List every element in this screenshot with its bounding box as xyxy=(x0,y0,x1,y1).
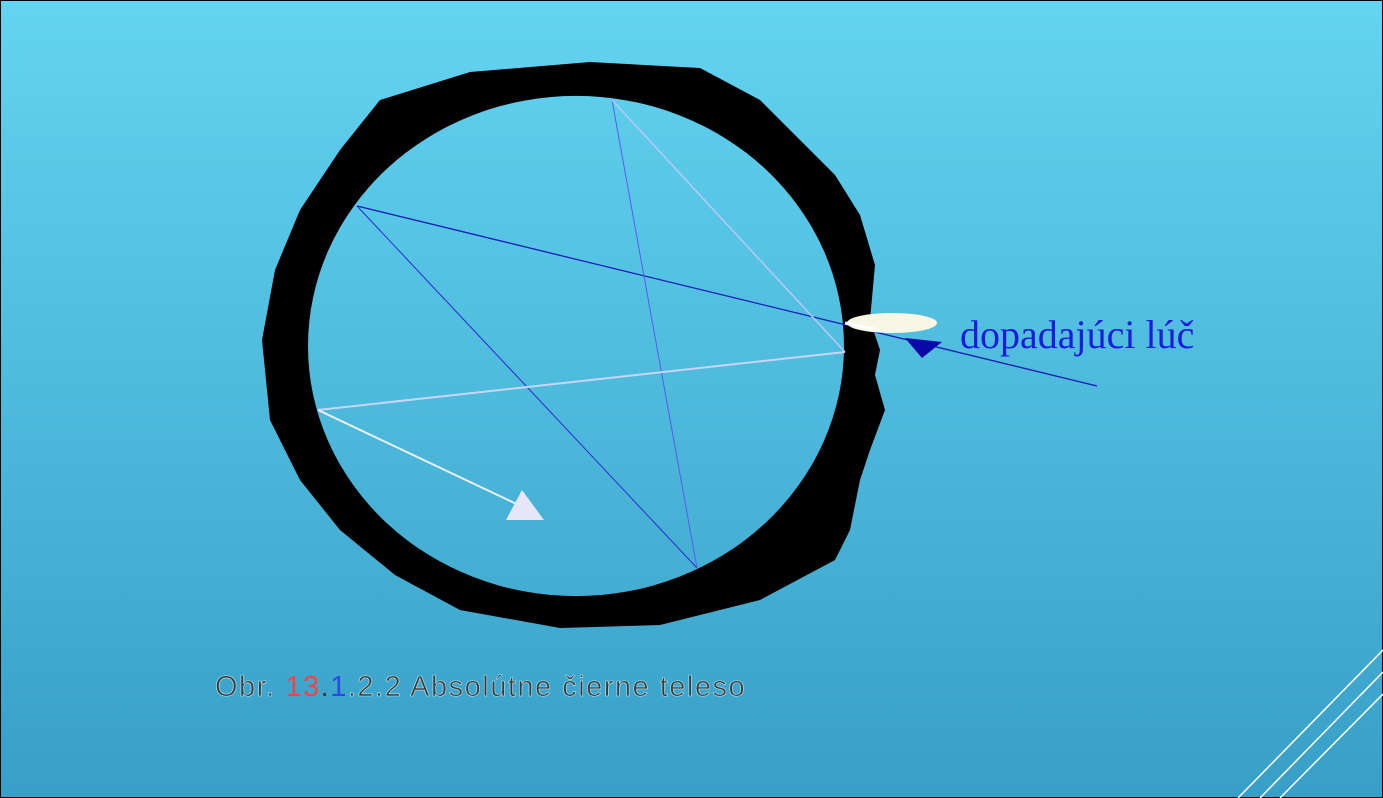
ray xyxy=(611,99,846,353)
arrow-head xyxy=(506,490,544,520)
arrow-head xyxy=(905,338,942,358)
caption-part: .2.2 Absolútne čierne teleso xyxy=(348,671,746,703)
ray xyxy=(317,409,526,509)
ray-label: dopadajúci lúč xyxy=(960,312,1194,357)
opening xyxy=(847,313,937,333)
ray xyxy=(356,205,1098,387)
caption-part: 1 xyxy=(330,671,348,703)
ray xyxy=(317,351,846,411)
caption: Obr. 13.1.2.2 Absolútne čierne teleso xyxy=(215,671,746,703)
ray xyxy=(611,99,698,569)
caption-part: 13 xyxy=(285,671,320,703)
caption-part: . xyxy=(321,671,331,703)
caption-part: Obr. xyxy=(215,671,285,703)
opening-edge xyxy=(844,321,881,332)
corner-decoration xyxy=(1237,649,1383,798)
